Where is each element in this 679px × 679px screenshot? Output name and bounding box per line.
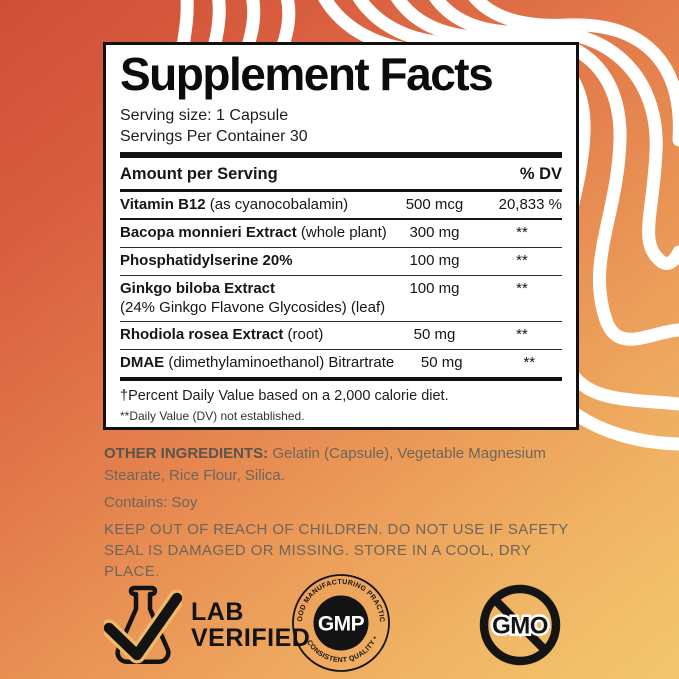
ingredient-name: Rhodiola rosea Extract (root) bbox=[120, 326, 387, 345]
header-amount: Amount per Serving bbox=[120, 164, 278, 183]
ingredient-name-rest: (root) bbox=[283, 326, 324, 344]
gmp-badge: GOOD MANUFACTURING PRACTICE • CONSISTENT… bbox=[288, 568, 391, 678]
ingredient-name-bold: Vitamin B12 bbox=[120, 195, 206, 213]
ingredient-dv: ** bbox=[516, 326, 528, 344]
lab-verified-badge: LAB VERIFIED bbox=[104, 584, 310, 666]
ingredient-name-line2: (24% Ginkgo Flavone Glycosides) (leaf) bbox=[120, 298, 386, 316]
table-row: DMAE (dimethylaminoethanol) Bitrartrate … bbox=[120, 350, 562, 381]
gmp-center-text: GMP bbox=[318, 613, 365, 636]
ingredient-dv: ** bbox=[516, 279, 528, 297]
ingredient-amount: 300 mg bbox=[409, 224, 460, 242]
ingredient-name-bold: Ginkgo biloba Extract bbox=[120, 279, 276, 297]
ingredient-amount: 50 mg bbox=[420, 354, 463, 372]
ingredient-name-bold: DMAE bbox=[120, 354, 165, 372]
gmo-text: GMO bbox=[492, 613, 548, 640]
gmo-free-badge: GMO bbox=[475, 580, 565, 675]
supplement-facts-panel: Supplement Facts Serving size: 1 Capsule… bbox=[103, 42, 579, 430]
ingredient-name-bold: Rhodiola rosea Extract bbox=[120, 326, 284, 344]
panel-title: Supplement Facts bbox=[120, 48, 494, 100]
ingredient-amount: 50 mg bbox=[413, 326, 456, 344]
contains-statement: Contains: Soy bbox=[104, 494, 198, 511]
footnote-not-established: **Daily Value (DV) not established. bbox=[120, 408, 305, 423]
lab-verified-line2: VERIFIED bbox=[191, 624, 311, 652]
lab-flask-check-icon bbox=[104, 585, 182, 664]
ingredient-dv: ** bbox=[516, 252, 528, 270]
ingredient-name-bold: Bacopa monnieri Extract bbox=[120, 224, 297, 242]
ingredient-name: Bacopa monnieri Extract (whole plant) bbox=[120, 224, 387, 243]
other-ingredients-text: Gelatin (Capsule), Vegetable Magnesium S… bbox=[104, 445, 546, 484]
ingredient-dv: ** bbox=[516, 224, 528, 242]
ingredient-name: Ginkgo biloba Extract (24% Ginkgo Flavon… bbox=[120, 280, 387, 318]
ingredient-amount: 100 mg bbox=[409, 279, 460, 297]
ingredient-amount: 500 mcg bbox=[405, 195, 464, 213]
table-row: Rhodiola rosea Extract (root) 50 mg ** bbox=[120, 322, 562, 351]
table-row: Vitamin B12 (as cyanocobalamin) 500 mcg … bbox=[120, 192, 562, 221]
serving-size: Serving size: 1 Capsule bbox=[120, 106, 289, 124]
other-ingredients: OTHER INGREDIENTS: Gelatin (Capsule), Ve… bbox=[104, 443, 584, 487]
ingredient-name: DMAE (dimethylaminoethanol) Bitrartrate bbox=[120, 354, 394, 373]
table-header: Amount per Serving % DV bbox=[120, 161, 562, 192]
ingredient-name-rest: (dimethylaminoethanol) Bitrartrate bbox=[164, 354, 395, 372]
ingredient-name-rest: (as cyanocobalamin) bbox=[205, 195, 349, 213]
table-row: Phosphatidylserine 20% 100 mg ** bbox=[120, 248, 562, 276]
ingredient-name-bold: Phosphatidylserine 20% bbox=[120, 252, 293, 270]
ingredient-name-rest: (whole plant) bbox=[296, 224, 387, 242]
ingredient-name: Phosphatidylserine 20% bbox=[120, 252, 387, 271]
divider-thick bbox=[120, 151, 562, 158]
header-dv: % DV bbox=[519, 164, 562, 183]
ingredient-amount: 100 mg bbox=[409, 252, 460, 270]
warning-statement: KEEP OUT OF REACH OF CHILDREN. DO NOT US… bbox=[104, 521, 569, 580]
lab-verified-line1: LAB bbox=[191, 597, 244, 626]
no-gmo-icon: GMO bbox=[479, 584, 561, 666]
ingredient-dv: 20,833 % bbox=[498, 195, 562, 213]
lab-verified-text: LAB VERIFIED bbox=[191, 597, 311, 652]
other-ingredients-label: OTHER INGREDIENTS: bbox=[104, 445, 269, 462]
badge-row: LAB VERIFIED GOOD MANUFACTURING PRACTICE… bbox=[0, 568, 679, 679]
table-row: Bacopa monnieri Extract (whole plant) 30… bbox=[120, 220, 562, 249]
table-row: Ginkgo biloba Extract (24% Ginkgo Flavon… bbox=[120, 276, 562, 323]
servings-per-container: Servings Per Container 30 bbox=[120, 127, 308, 145]
footnote-daily-value: †Percent Daily Value based on a 2,000 ca… bbox=[120, 387, 449, 404]
ingredient-name: Vitamin B12 (as cyanocobalamin) bbox=[120, 196, 387, 215]
ingredient-dv: ** bbox=[523, 354, 536, 372]
gmp-seal-icon: GOOD MANUFACTURING PRACTICE • CONSISTENT… bbox=[288, 568, 390, 672]
